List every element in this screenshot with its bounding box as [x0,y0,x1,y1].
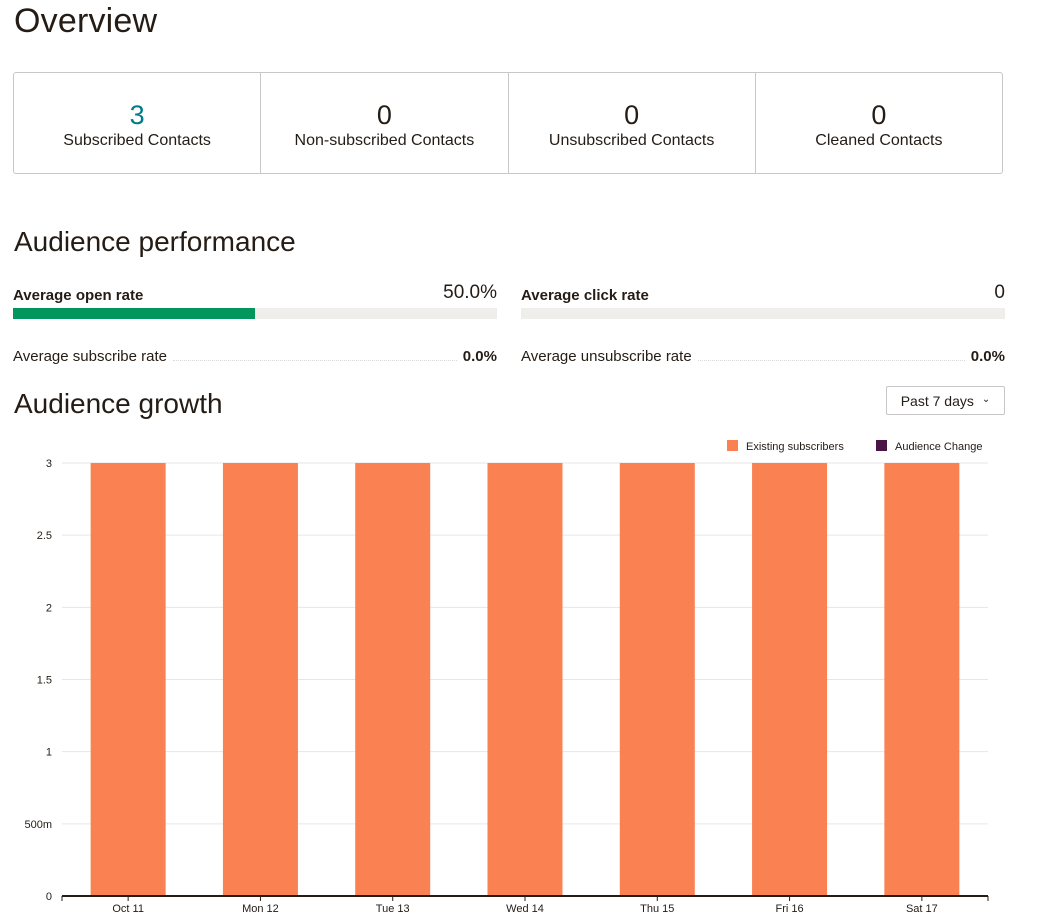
page-title: Overview [14,2,158,40]
unsubscribe-rate-value: 0.0% [970,348,1005,365]
unsubscribe-rate-label: Average unsubscribe rate [521,348,692,365]
open-rate-label: Average open rate [13,287,144,304]
click-rate-value: 0 [994,282,1005,303]
stat-label: Unsubscribed Contacts [548,132,715,149]
bar-existing-subscribers [90,463,166,896]
open-rate-bar [13,308,497,319]
stat-value: 0 [624,100,640,130]
subscribe-rate-label: Average subscribe rate [13,348,167,365]
open-rate-value: 50.0% [443,282,497,303]
contact-stats: 3 Subscribed Contacts 0 Non-subscribed C… [13,72,1003,174]
dotted-leader [697,348,965,361]
audience-performance-title: Audience performance [14,226,296,257]
bar-existing-subscribers [619,463,695,896]
bar-existing-subscribers [355,463,431,896]
legend-label: Existing subscribers [746,441,844,453]
legend-swatch [876,440,887,451]
y-tick-label: 2.5 [37,530,52,542]
x-tick-label: Mon 12 [242,903,279,915]
stat-label: Non-subscribed Contacts [294,132,475,149]
x-tick-label: Oct 11 [112,903,144,915]
legend-label: Audience Change [895,441,982,453]
click-rate: Average click rate 0 [521,278,1005,319]
click-rate-bar [521,308,1005,319]
audience-growth-chart: 0 500m 1 1.5 2 2.5 3 Oct 11 Mon 12 Tue 13 Wed 14 Th… [24,440,989,915]
audience-growth-title: Audience growth [14,388,223,419]
chevron-down-icon: ⌄ [981,394,991,405]
stat-label: Cleaned Contacts [815,132,943,149]
x-tick-label: Wed 14 [506,903,544,915]
subscribe-rate-row: Average subscribe rate 0.0% [13,348,497,365]
stat-non-subscribed: 0 Non-subscribed Contacts [261,73,509,173]
bar-existing-subscribers [884,463,960,896]
bar-existing-subscribers [222,463,298,896]
click-rate-label: Average click rate [521,287,649,304]
stat-value: 0 [376,100,392,130]
stat-cleaned: 0 Cleaned Contacts [756,73,1002,173]
stat-label: Subscribed Contacts [63,132,211,149]
date-range-value: Past 7 days [900,392,974,409]
unsubscribe-rate-row: Average unsubscribe rate 0.0% [521,348,1005,365]
date-range-select[interactable]: Past 7 days ⌄ [886,386,1005,415]
x-tick-label: Fri 16 [776,903,804,915]
y-tick-label: 3 [46,458,52,470]
x-tick-label: Thu 15 [640,903,674,915]
dotted-leader [172,348,457,361]
x-tick-label: Sat 17 [906,903,938,915]
y-tick-label: 500m [24,819,52,831]
stat-value: 0 [871,100,887,130]
x-tick-label: Tue 13 [376,903,410,915]
y-tick-label: 1 [46,747,52,759]
bar-existing-subscribers [752,463,828,896]
bar-existing-subscribers [487,463,563,896]
legend-swatch [727,440,738,451]
open-rate: Average open rate 50.0% [13,278,497,319]
stat-subscribed[interactable]: 3 Subscribed Contacts [14,73,262,173]
stat-value: 3 [129,100,145,130]
y-tick-label: 0 [46,891,52,903]
y-tick-label: 1.5 [37,675,52,687]
subscribe-rate-value: 0.0% [462,348,497,365]
open-rate-bar-fill [13,308,255,319]
y-tick-label: 2 [46,602,52,614]
stat-unsubscribed: 0 Unsubscribed Contacts [509,73,756,173]
